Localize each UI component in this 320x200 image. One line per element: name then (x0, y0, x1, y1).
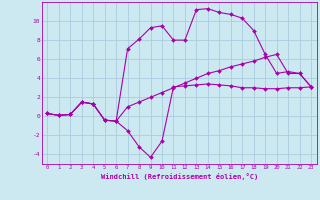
X-axis label: Windchill (Refroidissement éolien,°C): Windchill (Refroidissement éolien,°C) (100, 173, 258, 180)
